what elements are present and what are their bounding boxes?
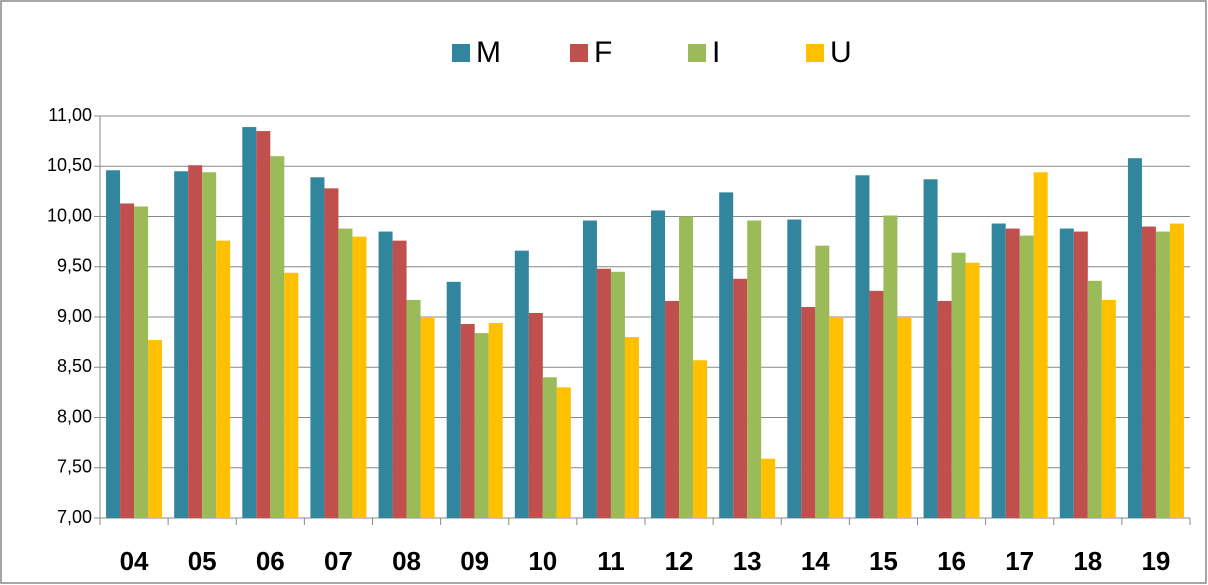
bar: [446, 281, 461, 518]
bar: [310, 177, 325, 518]
bar: [1101, 299, 1116, 518]
bar: [679, 216, 694, 518]
bar: [582, 220, 597, 518]
x-tick-label: 13: [733, 546, 762, 576]
bar: [937, 300, 952, 518]
x-tick-label: 16: [937, 546, 966, 576]
bar: [488, 323, 503, 518]
legend-label: F: [594, 36, 612, 69]
x-tick-label: 18: [1073, 546, 1102, 576]
bar: [1033, 172, 1048, 518]
bar: [829, 317, 844, 518]
legend-swatch: [688, 44, 706, 62]
bar: [665, 300, 680, 518]
bar: [338, 228, 353, 518]
bar: [610, 271, 625, 518]
x-tick-label: 11: [597, 546, 625, 576]
bar: [270, 156, 285, 518]
bar: [134, 206, 149, 518]
y-tick-label: 8,50: [57, 356, 92, 376]
bar: [596, 268, 611, 518]
bar: [542, 377, 557, 518]
legend-label: U: [830, 36, 852, 69]
bar: [284, 272, 299, 518]
x-tick-label: 14: [801, 546, 830, 576]
bar: [855, 175, 870, 519]
bar: [1059, 228, 1074, 518]
bar: [787, 219, 802, 518]
bar: [1127, 158, 1142, 518]
bar: [747, 220, 762, 518]
bar: [733, 278, 748, 518]
bar: [392, 240, 407, 518]
bar: [202, 172, 217, 518]
y-tick-label: 7,00: [57, 507, 92, 527]
bar: [923, 179, 938, 518]
bar: [869, 290, 884, 518]
y-tick-label: 9,50: [57, 256, 92, 276]
y-tick-label: 8,00: [57, 406, 92, 426]
bar: [460, 324, 475, 518]
bar: [1155, 231, 1170, 518]
bar: [324, 188, 339, 519]
x-tick-label: 15: [869, 546, 898, 576]
y-tick-label: 9,00: [57, 306, 92, 326]
bar: [406, 299, 421, 518]
bar: [556, 387, 571, 518]
bar: [148, 340, 163, 518]
x-tick-label: 06: [256, 546, 285, 576]
bar: [719, 192, 734, 518]
y-tick-label: 11,00: [48, 105, 92, 125]
bar: [1169, 223, 1184, 518]
y-tick-label: 10,00: [47, 205, 92, 225]
bar: [528, 312, 543, 518]
bar: [951, 252, 966, 518]
bar: [1073, 231, 1088, 518]
bar: [1019, 235, 1034, 518]
bar: [965, 262, 980, 518]
bar: [216, 240, 231, 518]
x-tick-label: 04: [120, 546, 149, 576]
bar: [188, 165, 203, 518]
bar: [624, 337, 639, 518]
bar: [815, 245, 830, 518]
bar: [352, 236, 367, 518]
bar: [378, 231, 393, 518]
x-tick-label: 17: [1005, 546, 1034, 576]
bar: [514, 250, 529, 519]
bar: [991, 223, 1006, 518]
bar: [761, 458, 776, 518]
x-tick-label: 19: [1141, 546, 1170, 576]
legend-label: M: [476, 36, 501, 69]
x-tick-label: 07: [324, 546, 353, 576]
x-tick-label: 05: [188, 546, 217, 576]
x-tick-label: 08: [392, 546, 421, 576]
bar: [693, 360, 708, 518]
x-tick-label: 10: [528, 546, 557, 576]
y-tick-label: 10,50: [47, 155, 92, 175]
bar: [106, 170, 121, 518]
bar: [420, 317, 435, 518]
bar: [651, 210, 666, 518]
bar: [1141, 226, 1156, 519]
legend-swatch: [806, 44, 824, 62]
legend-swatch: [452, 44, 470, 62]
bar: [174, 171, 189, 518]
bar: [1087, 280, 1102, 518]
y-tick-label: 7,50: [57, 457, 92, 477]
bar: [242, 127, 257, 519]
bar: [474, 333, 489, 518]
bar: [1005, 228, 1020, 518]
x-tick-label: 09: [460, 546, 489, 576]
bar: [801, 306, 816, 518]
bar: [883, 215, 898, 518]
x-tick-label: 12: [665, 546, 694, 576]
bar: [120, 203, 135, 518]
bar: [897, 317, 912, 518]
legend-swatch: [570, 44, 588, 62]
legend-label: I: [712, 36, 720, 69]
bar: [256, 131, 271, 518]
